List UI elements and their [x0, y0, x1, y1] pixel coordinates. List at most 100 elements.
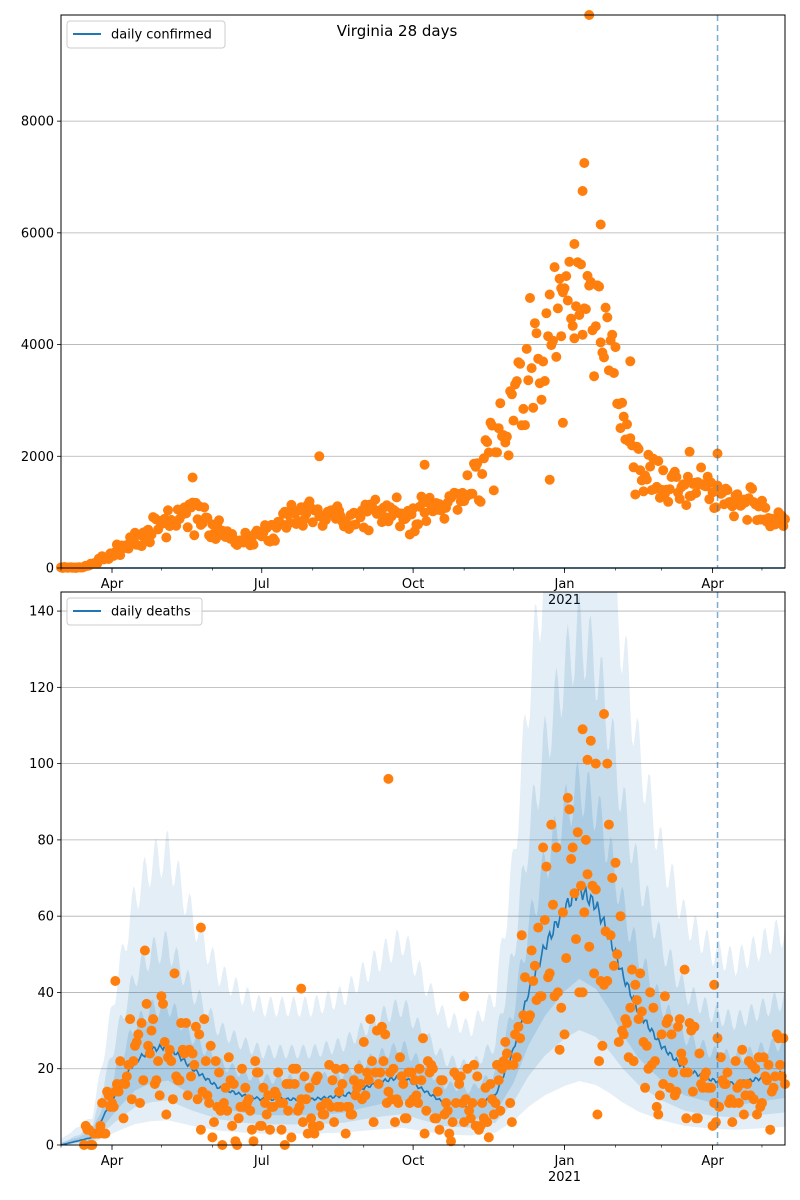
observed-point-death	[615, 911, 626, 922]
observed-point-confirmed	[529, 318, 540, 329]
observed-point-confirmed	[638, 486, 649, 497]
observed-point-confirmed	[663, 496, 674, 507]
observed-point-death	[520, 972, 530, 983]
observed-point-confirmed	[506, 389, 517, 400]
observed-point-confirmed	[608, 368, 619, 378]
observed-point-confirmed	[350, 519, 361, 530]
x-tick-sublabel: 2021	[548, 1170, 581, 1185]
observed-point-death	[167, 1094, 178, 1105]
observed-point-death	[501, 1048, 512, 1059]
y-tick-label: 80	[37, 833, 54, 848]
observed-point-confirmed	[633, 444, 644, 454]
observed-point-death	[200, 1056, 211, 1067]
observed-point-death	[538, 842, 549, 853]
observed-point-death	[768, 1082, 779, 1093]
observed-point-death	[564, 804, 575, 815]
observed-point-death	[659, 991, 670, 1002]
observed-point-death	[431, 1113, 442, 1124]
observed-point-death	[411, 1090, 422, 1101]
observed-point-death	[125, 1014, 136, 1025]
y-tick-label: 120	[29, 681, 54, 696]
observed-point-outlier	[314, 451, 325, 462]
uncertainty-band	[61, 592, 785, 1145]
p1-legend: daily deaths	[66, 597, 203, 626]
observed-point-confirmed	[729, 511, 739, 522]
observed-point-death	[181, 1018, 192, 1028]
legend-box	[66, 597, 203, 626]
observed-point-death	[278, 1098, 289, 1108]
observed-point-death	[194, 1029, 205, 1040]
observed-point-outlier	[459, 991, 470, 1002]
observed-point-confirmed	[477, 469, 488, 479]
observed-point-death	[306, 1113, 317, 1124]
observed-point-outlier	[595, 219, 606, 230]
observed-point-death	[309, 1128, 320, 1139]
observed-point-confirmed	[600, 302, 611, 313]
observed-point-death	[312, 1071, 323, 1082]
observed-point-death	[143, 1040, 154, 1051]
observed-point-death	[427, 1063, 438, 1074]
observed-point-death	[536, 991, 547, 1002]
observed-point-confirmed	[569, 333, 580, 344]
observed-point-death	[687, 1086, 698, 1097]
observed-point-confirmed	[559, 283, 570, 294]
observed-point-outlier	[187, 472, 198, 483]
observed-point-death	[190, 1021, 201, 1032]
observed-point-outlier	[556, 331, 567, 342]
observed-point-death	[126, 1094, 137, 1105]
observed-point-death	[248, 1136, 259, 1147]
observed-point-confirmed	[576, 259, 586, 270]
observed-point-death	[671, 1086, 682, 1097]
observed-point-death	[464, 1105, 475, 1116]
observed-point-death	[330, 1063, 341, 1074]
observed-point-death	[776, 1071, 787, 1082]
observed-point-confirmed	[525, 293, 535, 303]
observed-point-death	[641, 1040, 652, 1051]
observed-point-death	[202, 1090, 213, 1101]
observed-point-death	[548, 899, 558, 910]
p1-uncertainty-bands	[61, 592, 785, 1145]
observed-point-confirmed	[214, 515, 224, 526]
observed-point-death	[594, 1056, 605, 1067]
legend-label-confirmed: daily confirmed	[111, 28, 212, 43]
y-tick-label: 8000	[21, 115, 54, 130]
observed-point-death	[666, 1029, 677, 1040]
observed-point-confirmed	[618, 411, 629, 422]
observed-point-death	[182, 1090, 193, 1101]
observed-point-death	[218, 1098, 229, 1108]
observed-point-death	[108, 1101, 119, 1112]
observed-point-confirmed	[144, 537, 155, 548]
observed-point-death	[515, 1033, 526, 1044]
observed-point-death	[146, 1025, 157, 1036]
observed-point-death	[539, 915, 550, 925]
observed-point-death	[441, 1098, 451, 1108]
observed-point-outlier	[296, 983, 307, 994]
observed-point-death	[205, 1040, 216, 1051]
observed-point-confirmed	[526, 363, 537, 374]
observed-point-death	[541, 861, 552, 872]
observed-point-outlier	[590, 758, 601, 769]
observed-point-confirmed	[722, 485, 733, 496]
observed-point-death	[447, 1117, 458, 1128]
observed-point-death	[204, 1098, 215, 1108]
observed-point-death	[437, 1075, 448, 1086]
observed-point-death	[355, 1079, 366, 1089]
observed-point-death	[243, 1094, 254, 1105]
observed-point-confirmed	[691, 488, 702, 498]
y-tick-label: 2000	[21, 450, 54, 465]
x-tick-label: Apr	[701, 1154, 724, 1169]
p0-legend: daily confirmed	[66, 20, 226, 49]
observed-point-death	[133, 1029, 144, 1040]
observed-point-death	[467, 1098, 478, 1108]
x-tick-label: Apr	[101, 1154, 124, 1169]
observed-point-death	[301, 1094, 312, 1105]
observed-point-death	[590, 884, 601, 895]
observed-point-death	[118, 1113, 129, 1124]
observed-point-death	[469, 1059, 479, 1070]
observed-point-confirmed	[370, 494, 381, 505]
observed-point-confirmed	[567, 320, 578, 331]
observed-point-death	[319, 1109, 330, 1120]
observed-point-death	[419, 1128, 430, 1139]
observed-point-confirmed	[518, 403, 529, 414]
